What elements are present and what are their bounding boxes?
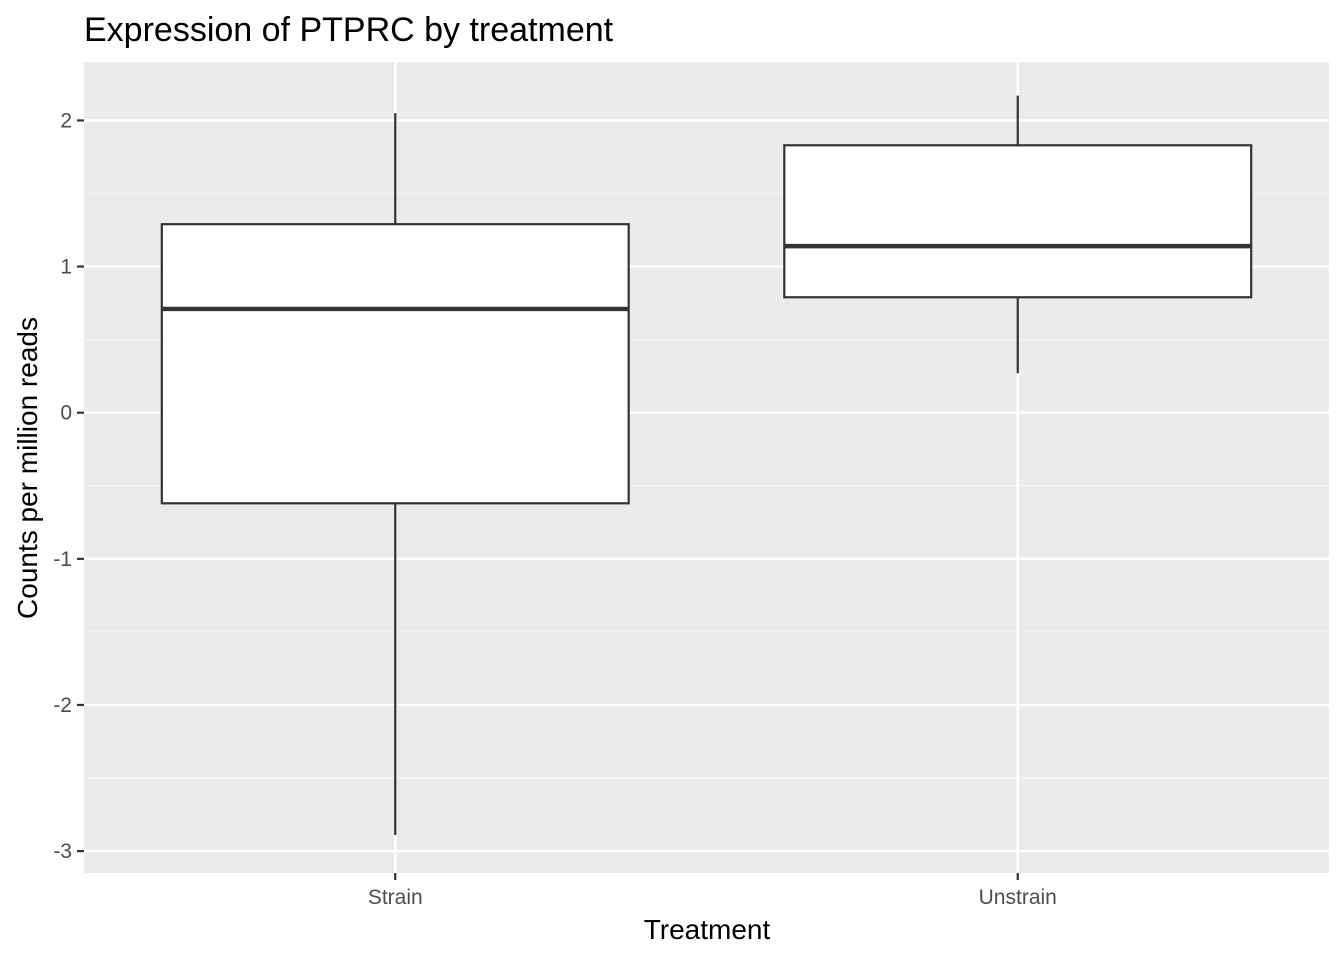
y-tick-label: 2	[60, 109, 72, 132]
axes-layer: -3 -2 -1 0 1 2 Strain Unstrain	[53, 109, 1057, 909]
box-iqr	[783, 144, 1253, 299]
y-tick-label: -3	[53, 840, 72, 863]
y-tick-label: -1	[53, 548, 72, 571]
boxes-layer	[160, 95, 1253, 836]
y-tick-label: -2	[53, 694, 72, 717]
x-tick-label: Unstrain	[979, 886, 1057, 909]
box-strain	[160, 113, 630, 836]
y-axis-title: Counts per million reads	[12, 317, 43, 619]
y-tick-label: 1	[60, 256, 72, 279]
box-unstrain	[783, 95, 1253, 374]
y-tick-label: 0	[60, 402, 72, 425]
chart-title: Expression of PTPRC by treatment	[84, 11, 614, 49]
box-iqr	[160, 223, 630, 505]
x-tick-label: Strain	[368, 886, 423, 909]
x-axis-title: Treatment	[644, 914, 771, 945]
